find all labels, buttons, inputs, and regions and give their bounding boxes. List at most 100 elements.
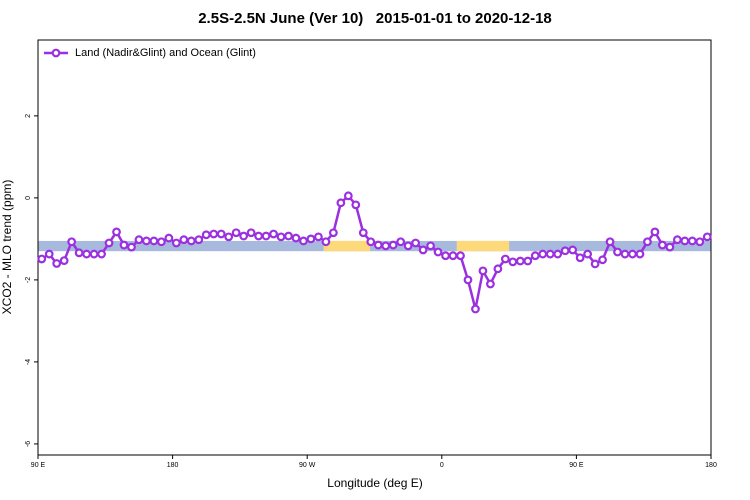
data-point: [486, 279, 495, 289]
land-strip: [456, 240, 510, 252]
data-point: [568, 245, 578, 255]
data-point: [142, 236, 151, 246]
data-point: [291, 233, 301, 243]
legend-marker: [51, 48, 61, 58]
data-point: [224, 232, 234, 242]
data-point: [605, 237, 615, 247]
data-point: [657, 240, 667, 250]
legend-label: Land (Nadir&Glint) and Ocean (Glint): [75, 47, 256, 59]
data-point: [336, 198, 346, 208]
data-point: [620, 249, 630, 259]
x-tick-label: 90 E: [569, 462, 584, 469]
data-point: [530, 251, 540, 261]
data-point: [82, 249, 92, 259]
x-axis-label: Longitude (deg E): [327, 476, 422, 490]
data-point: [261, 231, 271, 241]
data-point: [500, 254, 510, 264]
data-point: [426, 241, 435, 251]
data-point: [52, 259, 62, 268]
data-point: [321, 237, 331, 247]
data-point: [254, 231, 263, 241]
data-point: [89, 249, 99, 259]
data-point: [560, 246, 570, 256]
data-point: [149, 236, 159, 246]
data-point: [508, 257, 518, 267]
data-point: [687, 236, 697, 246]
data-point: [493, 264, 503, 274]
land-strip: [323, 240, 371, 252]
data-point: [127, 242, 136, 252]
data-point: [463, 275, 473, 285]
y-tick-label: -2: [25, 277, 32, 283]
data-point: [643, 237, 652, 247]
data-point: [164, 233, 174, 243]
data-point: [373, 240, 383, 250]
chart-title: 2.5S-2.5N June (Ver 10) 2015-01-01 to 20…: [198, 10, 552, 27]
data-point: [179, 235, 189, 245]
data-point: [590, 259, 600, 269]
data-point: [456, 251, 465, 261]
plot-frame: [37, 39, 712, 456]
data-point: [471, 304, 480, 314]
data-point: [396, 237, 406, 247]
data-point: [171, 238, 181, 248]
data-point: [702, 232, 712, 242]
data-point: [403, 241, 413, 251]
data-point: [515, 256, 525, 266]
data-point: [59, 256, 69, 266]
x-tick-label: 90 W: [299, 462, 316, 469]
y-tick-label: -4: [25, 359, 32, 365]
x-tick-label: 0: [440, 462, 444, 469]
data-point: [448, 251, 458, 261]
data-point: [672, 235, 682, 245]
data-point: [112, 227, 121, 237]
data-point: [613, 247, 622, 257]
y-axis-label: XCO2 - MLO trend (ppm): [0, 180, 14, 315]
data-point: [104, 238, 114, 248]
data-point: [299, 236, 308, 246]
data-point: [583, 249, 593, 259]
data-point: [433, 247, 443, 257]
data-point: [246, 228, 256, 238]
data-point: [314, 232, 323, 242]
x-tick-label: 180: [167, 462, 179, 469]
data-point: [388, 240, 398, 250]
data-point: [575, 253, 585, 263]
data-point: [119, 240, 129, 250]
data-point: [553, 249, 563, 259]
data-point: [635, 249, 645, 259]
data-point: [523, 256, 533, 266]
data-point: [418, 245, 428, 255]
data-point: [186, 236, 196, 246]
data-point: [381, 241, 391, 251]
data-point: [44, 249, 54, 259]
data-point: [411, 238, 421, 248]
data-point: [67, 237, 77, 247]
data-point: [74, 248, 84, 258]
data-point: [328, 228, 338, 238]
series-line: [41, 194, 708, 310]
data-point: [680, 236, 690, 246]
data-point: [269, 229, 278, 239]
y-tick-label: 2: [25, 114, 32, 118]
data-point: [358, 228, 368, 238]
data-point: [231, 228, 241, 238]
data-point: [538, 249, 548, 259]
data-point: [441, 251, 450, 261]
data-point: [216, 229, 226, 239]
y-tick-label: 0: [25, 196, 32, 200]
data-point: [239, 231, 249, 241]
y-tick-label: -6: [25, 441, 32, 447]
data-point: [37, 254, 47, 264]
data-point: [665, 242, 675, 252]
data-point: [351, 200, 361, 210]
data-point: [695, 237, 705, 247]
data-point: [156, 237, 166, 247]
data-point: [650, 227, 660, 237]
data-point: [276, 232, 286, 242]
data-point: [194, 235, 204, 245]
data-point: [366, 237, 376, 247]
x-tick-label: 180: [705, 462, 717, 469]
